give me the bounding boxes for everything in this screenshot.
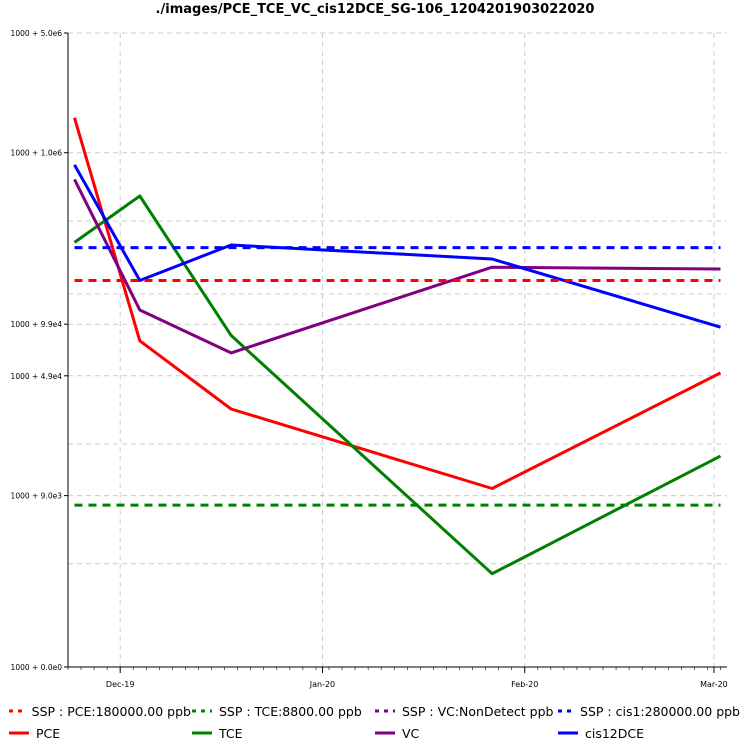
legend-label: cis12DCE: [585, 725, 645, 741]
legend-item: SSP : VC:NonDetect ppb: [374, 704, 557, 719]
legend-label: SSP : PCE:180000.00 ppb: [31, 703, 191, 719]
y-tick-label: 1000 + 9.0e3: [11, 492, 63, 501]
x-tick-label: Dec-19: [106, 680, 135, 689]
legend-swatch: [375, 709, 395, 713]
legend-label: TCE: [219, 725, 243, 741]
legend-item: PCE: [8, 726, 191, 741]
y-tick-label: 1000 + 1.0e6: [11, 149, 63, 158]
legend-item: SSP : cis1:280000.00 ppb: [557, 704, 740, 719]
y-tick-label: 1000 + 4.9e4: [11, 372, 63, 381]
legend-swatch: [375, 731, 395, 735]
legend-swatch: [192, 709, 212, 713]
tick-labels: 1000 + 0.0e0 1000 + 9.0e3 1000 + 4.9e4 1000…: [11, 29, 728, 689]
legend-swatch: [9, 709, 26, 713]
legend-item: SSP : PCE:180000.00 ppb: [8, 704, 191, 719]
legend-label: VC: [402, 725, 420, 741]
legend-label: SSP : VC:NonDetect ppb: [402, 703, 554, 719]
y-tick-label: 1000 + 9.9e4: [11, 320, 63, 329]
legend-item: SSP : TCE:8800.00 ppb: [191, 704, 374, 719]
legend-row: PCE TCE VC cis12DCE: [8, 722, 748, 744]
axes: [64, 32, 727, 673]
series-line-tce: [73, 194, 722, 576]
grid: [68, 32, 727, 667]
legend-item: TCE: [191, 726, 374, 741]
legend-item: VC: [374, 726, 557, 741]
y-tick-label: 1000 + 5.0e6: [11, 29, 63, 38]
legend-swatch: [558, 731, 578, 735]
series-line-vc: [73, 178, 721, 355]
legend-swatch: [9, 731, 29, 735]
legend-swatch: [192, 731, 212, 735]
x-tick-label: Feb-20: [511, 680, 538, 689]
legend: SSP : PCE:180000.00 ppb SSP : TCE:8800.00…: [8, 700, 748, 744]
series-line-pce: [73, 117, 722, 490]
chart-title: ./images/PCE_TCE_VC_cis12DCE_SG-106_1204…: [155, 2, 595, 17]
legend-item: cis12DCE: [557, 726, 740, 741]
legend-label: SSP : cis1:280000.00 ppb: [580, 703, 740, 719]
legend-row: SSP : PCE:180000.00 ppb SSP : TCE:8800.00…: [8, 700, 748, 722]
y-tick-label: 1000 + 0.0e0: [11, 663, 63, 672]
x-tick-label: Jan-20: [309, 680, 335, 689]
x-tick-label: Mar-20: [700, 680, 728, 689]
series: [73, 117, 722, 576]
legend-label: SSP : TCE:8800.00 ppb: [219, 703, 362, 719]
legend-swatch: [558, 709, 575, 713]
legend-label: PCE: [36, 725, 61, 741]
